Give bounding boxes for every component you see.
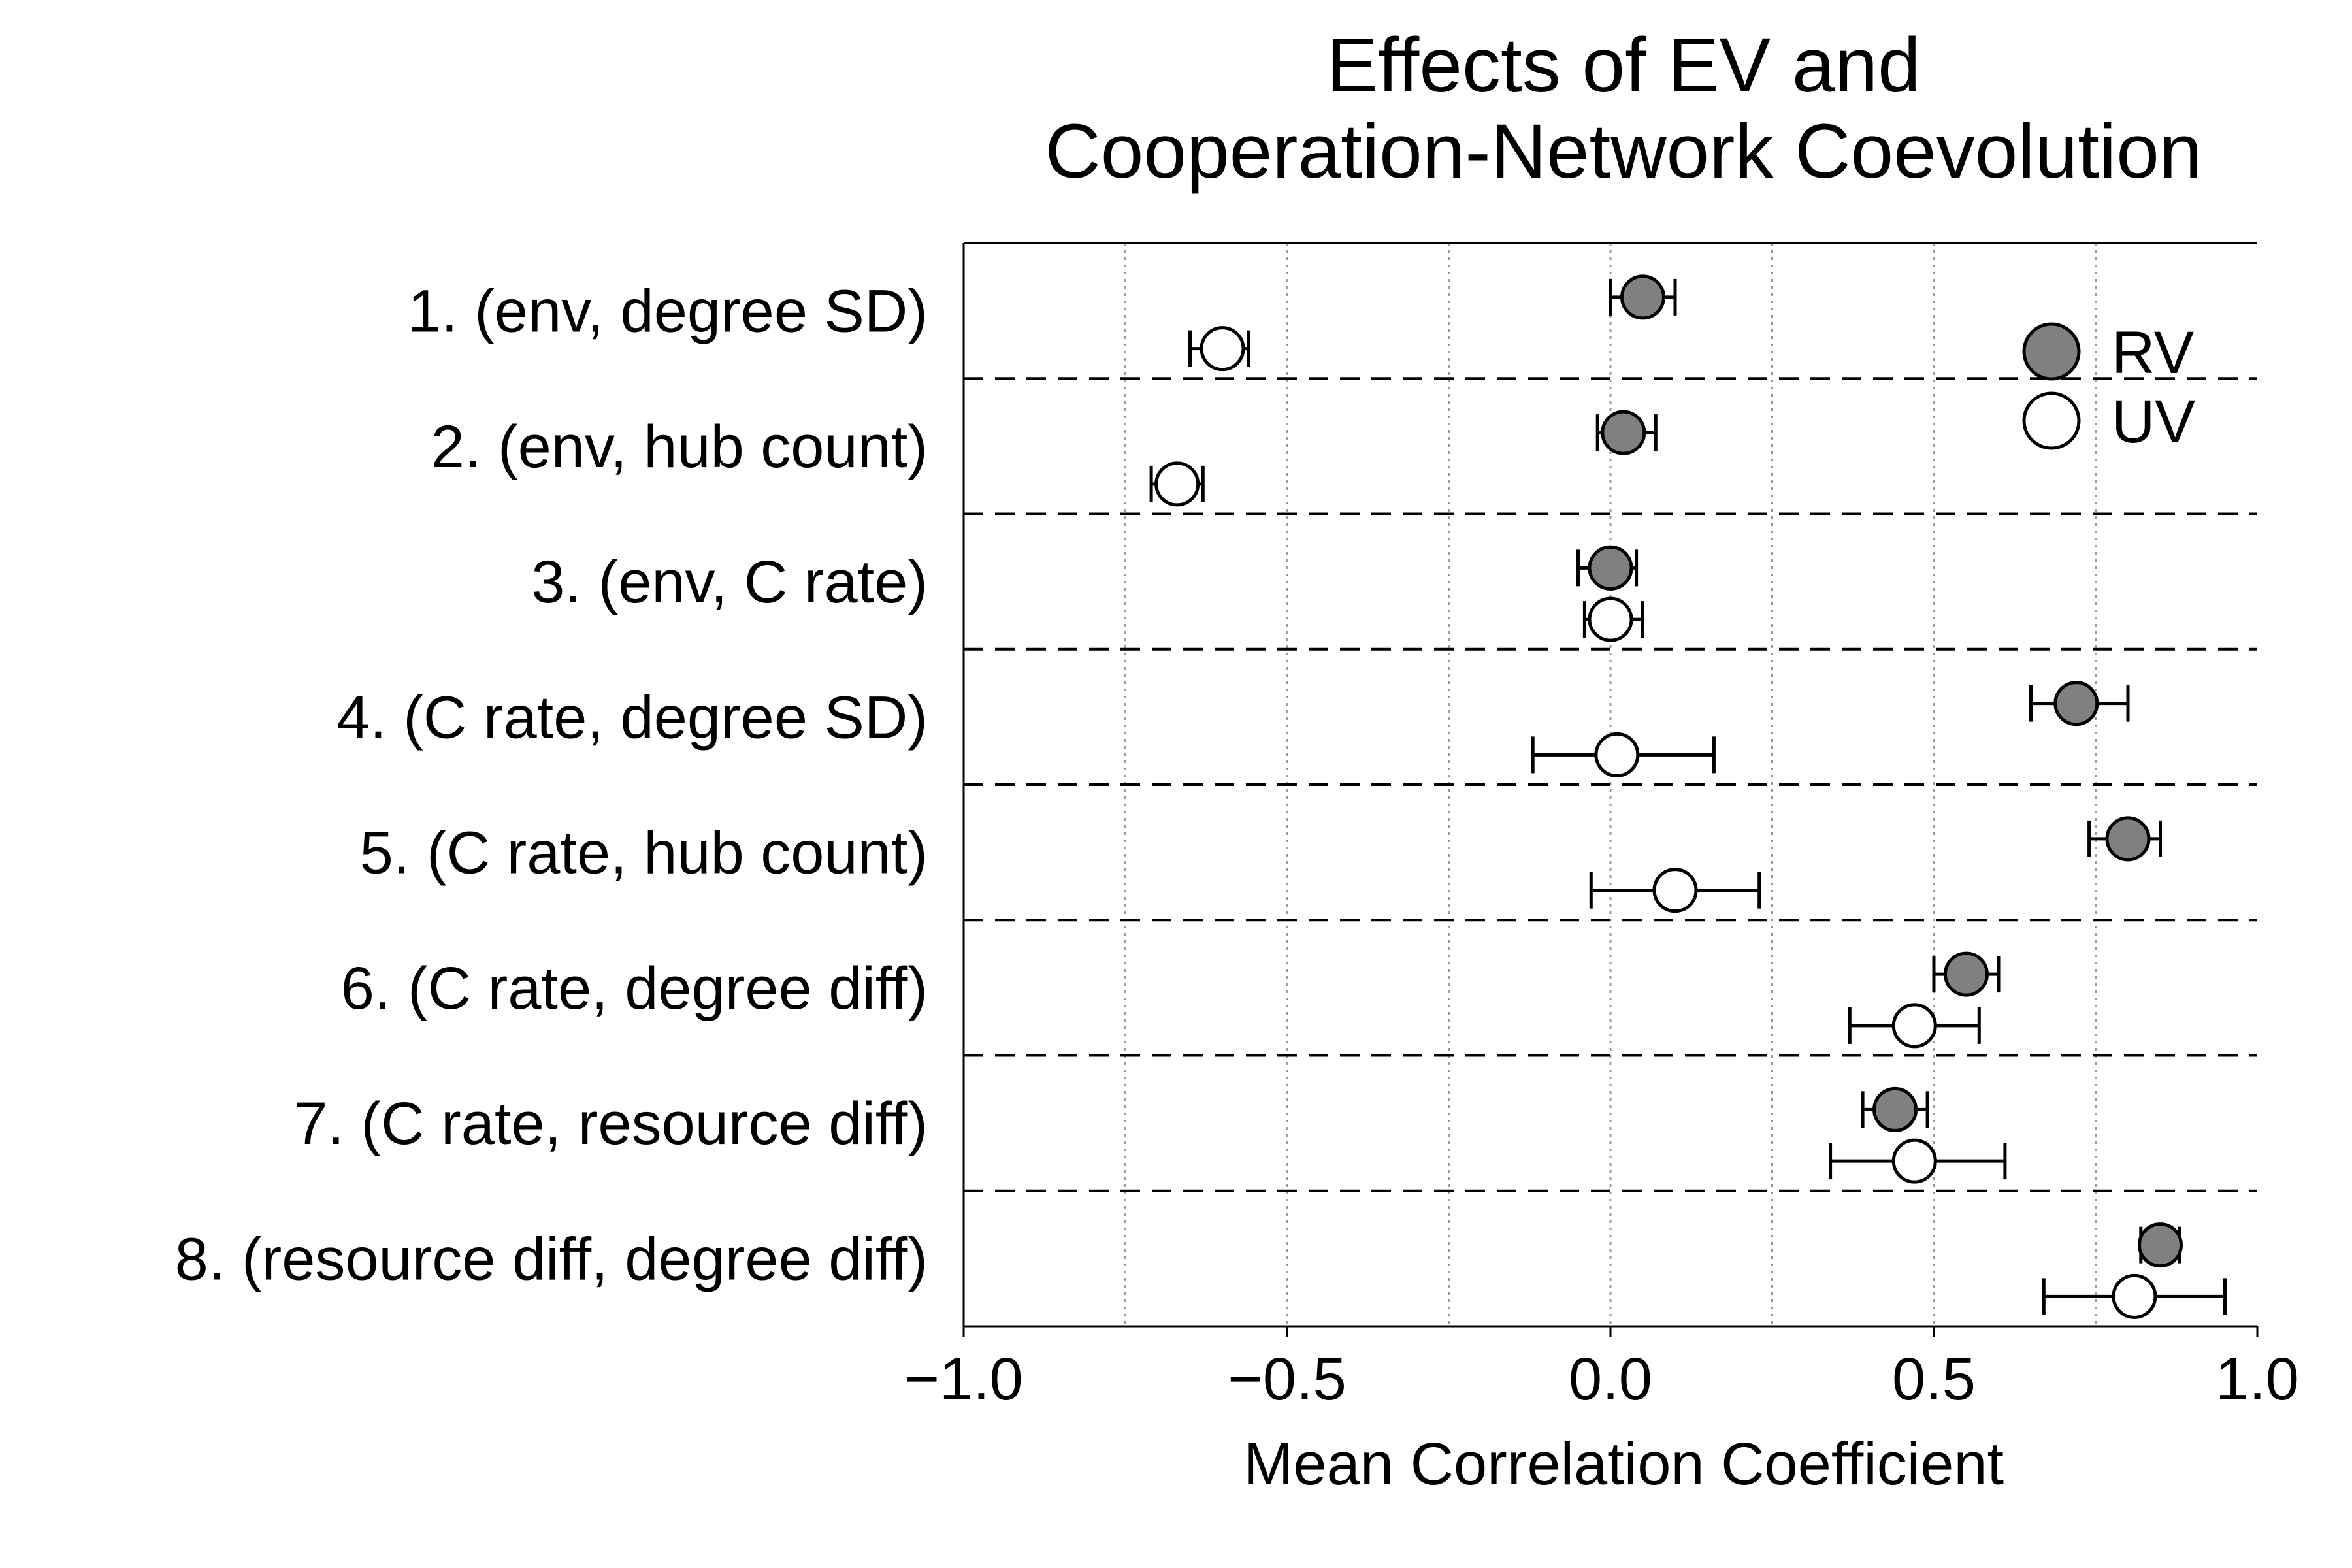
data-point bbox=[2138, 1222, 2183, 1268]
x-axis-label: Mean Correlation Coefficient bbox=[1243, 1431, 2004, 1497]
category-label: 2. (env, hub count) bbox=[431, 414, 928, 480]
series-RV bbox=[1576, 274, 2183, 1268]
category-label: 8. (resource diff, degree diff) bbox=[175, 1226, 928, 1292]
category-label: 1. (env, degree SD) bbox=[408, 278, 928, 345]
data-point bbox=[1154, 461, 1200, 507]
data-point bbox=[1944, 951, 1989, 997]
data-point bbox=[1588, 545, 1633, 591]
data-point bbox=[1200, 326, 1245, 372]
series-UV bbox=[1149, 326, 2227, 1319]
data-point bbox=[1620, 274, 1665, 320]
x-tick-label: 0.0 bbox=[1569, 1346, 1652, 1413]
data-point bbox=[1872, 1086, 1918, 1132]
chart-title: Effects of EV and Cooperation-Network Co… bbox=[1045, 22, 2202, 195]
data-point bbox=[2053, 681, 2099, 727]
data-point bbox=[1588, 596, 1633, 642]
category-labels: 1. (env, degree SD) 2. (env, hub count) 3.… bbox=[175, 278, 928, 1293]
x-tick-label: 1.0 bbox=[2215, 1346, 2299, 1413]
category-label: 4. (C rate, degree SD) bbox=[336, 684, 928, 751]
data-point bbox=[1891, 1003, 1937, 1049]
chart-title-line-1: Effects of EV and bbox=[1326, 22, 1921, 108]
data-point bbox=[1652, 868, 1698, 913]
x-tick-label: −0.5 bbox=[1228, 1346, 1347, 1413]
data-point bbox=[1601, 410, 1646, 455]
legend-label: RV bbox=[2112, 319, 2194, 386]
data-point bbox=[1891, 1138, 1937, 1184]
legend-marker bbox=[2022, 391, 2081, 450]
legend-marker bbox=[2022, 322, 2081, 381]
category-label: 5. (C rate, hub count) bbox=[360, 820, 928, 887]
x-tick-label: 0.5 bbox=[1892, 1346, 1976, 1413]
data-marks bbox=[1149, 274, 2227, 1319]
category-label: 7. (C rate, resource diff) bbox=[294, 1090, 928, 1157]
x-axis-ticks: −1.0 −0.5 0.0 0.5 1.0 bbox=[904, 1326, 2299, 1413]
chart-title-line-2: Cooperation-Network Coevolution bbox=[1045, 108, 2202, 195]
data-point bbox=[2105, 816, 2151, 862]
data-point bbox=[1594, 732, 1640, 777]
legend-label: UV bbox=[2112, 389, 2195, 455]
category-label: 3. (env, C rate) bbox=[531, 549, 928, 615]
category-label: 6. (C rate, degree diff) bbox=[341, 955, 928, 1022]
data-point bbox=[2112, 1273, 2157, 1319]
row-separators bbox=[964, 377, 2257, 1192]
x-tick-label: −1.0 bbox=[904, 1346, 1023, 1413]
